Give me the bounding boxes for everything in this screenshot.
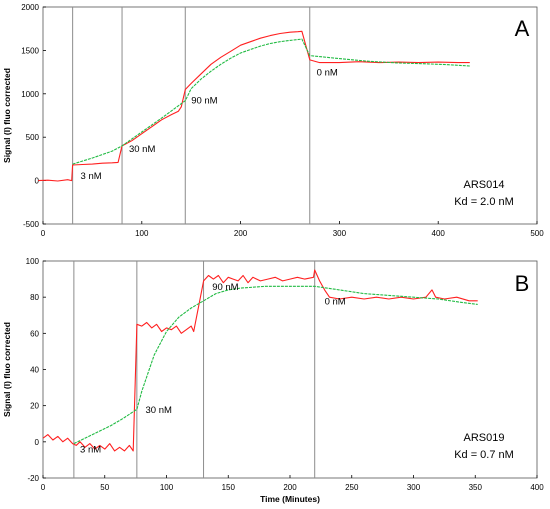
x-tick-label: 400 (432, 229, 446, 238)
y-tick-label: 40 (30, 366, 39, 375)
measured-signal-line (38, 30, 470, 182)
y-tick-label: 2000 (21, 3, 39, 12)
panel-letter: A (515, 16, 530, 41)
kd-value: Kd = 0.7 nM (454, 449, 514, 461)
y-tick-label: 0 (35, 177, 40, 186)
plot-frame (42, 260, 538, 479)
fit-curve-line (73, 285, 478, 445)
x-tick-label: 0 (41, 229, 46, 238)
concentration-label: 30 nM (129, 144, 155, 155)
concentration-label: 0 nM (317, 68, 338, 79)
y-tick-label: 0 (35, 438, 40, 447)
y-tick-label: 1500 (21, 46, 39, 55)
fit-curve-line (72, 38, 470, 165)
kd-value: Kd = 2.0 nM (454, 196, 514, 208)
x-tick-label: 0 (41, 483, 46, 492)
plot-frame (42, 6, 538, 225)
x-axis-label: Time (Minutes) (260, 494, 320, 504)
x-tick-label: 200 (234, 229, 248, 238)
x-tick-label: 400 (530, 483, 544, 492)
panel-letter: B (515, 271, 530, 296)
x-tick-label: 100 (135, 229, 149, 238)
x-tick-label: 300 (407, 483, 421, 492)
compound-name: ARS014 (464, 179, 505, 191)
concentration-label: 3 nM (80, 445, 101, 456)
concentration-label: 90 nM (191, 95, 217, 106)
y-tick-label: 1000 (21, 90, 39, 99)
x-tick-label: 50 (100, 483, 109, 492)
measured-signal-line (42, 269, 478, 452)
y-axis-label: Signal (I) fluo corrected (2, 322, 12, 417)
y-tick-label: 80 (30, 293, 39, 302)
x-tick-label: 300 (333, 229, 347, 238)
x-tick-label: 250 (345, 483, 359, 492)
compound-name: ARS019 (464, 432, 505, 444)
y-tick-label: 100 (26, 257, 40, 266)
concentration-label: 90 nM (212, 282, 238, 293)
y-tick-label: 60 (30, 329, 39, 338)
concentration-label: 3 nM (81, 171, 102, 182)
y-tick-label: -20 (27, 474, 39, 483)
x-tick-label: 350 (469, 483, 483, 492)
x-tick-label: 100 (160, 483, 174, 492)
x-tick-label: 500 (530, 229, 544, 238)
y-tick-label: 20 (30, 402, 39, 411)
y-tick-label: 500 (26, 133, 40, 142)
y-tick-label: -500 (23, 220, 40, 229)
concentration-label: 30 nM (146, 405, 172, 416)
x-tick-label: 150 (222, 483, 236, 492)
x-tick-label: 200 (283, 483, 297, 492)
concentration-label: 0 nM (325, 296, 346, 307)
y-axis-label: Signal (I) fluo corrected (2, 68, 12, 163)
